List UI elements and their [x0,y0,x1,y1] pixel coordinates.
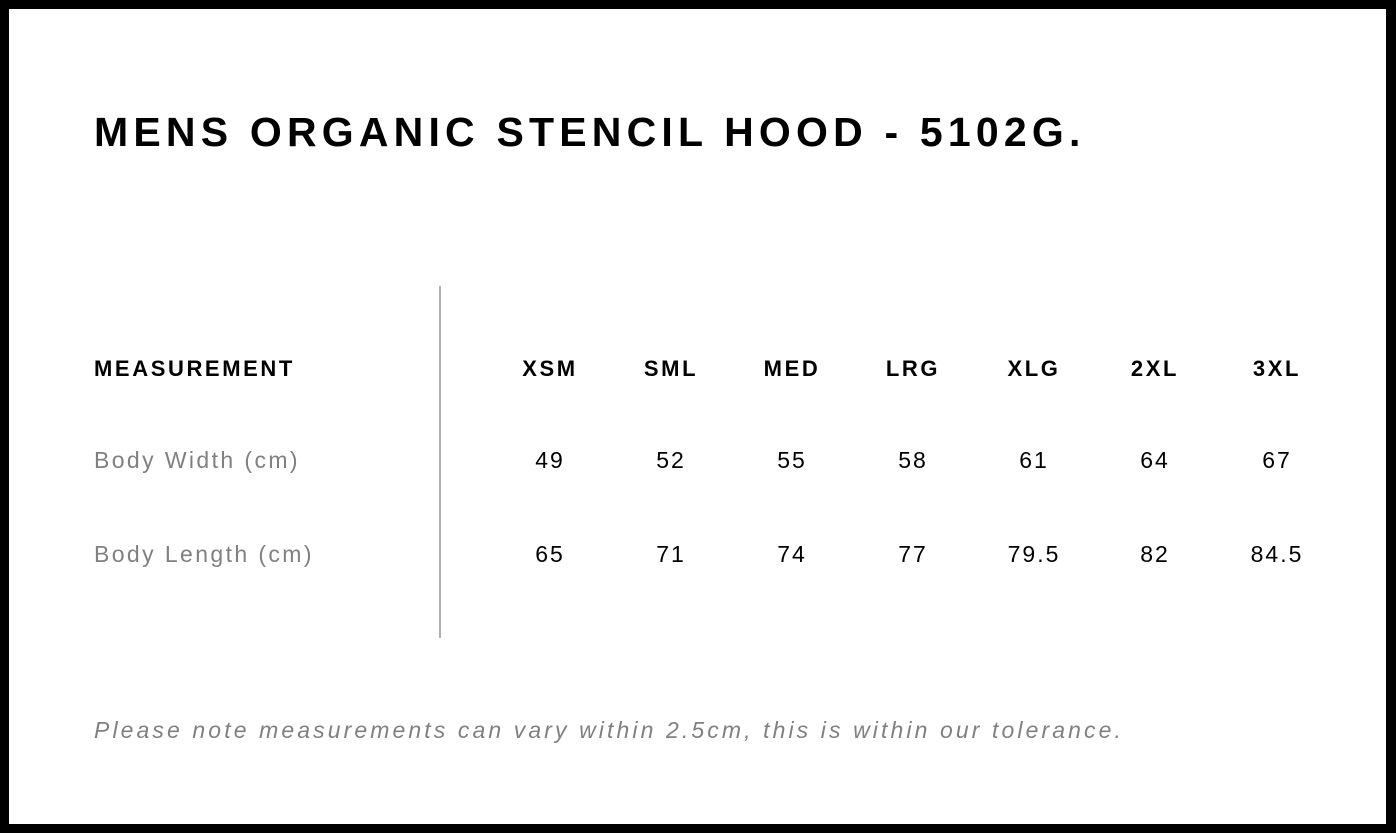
size-header-2xl: 2XL [1130,356,1180,381]
size-header-xsm: XSM [522,356,578,381]
size-header-lrg: LRG [885,356,941,381]
table-cell: 71 [656,541,686,567]
table-cell: 74 [777,541,807,567]
column-divider [439,286,441,638]
measurement-header: MEASUREMENT [94,356,295,381]
table-cell: 77 [898,541,928,567]
size-header-3xl: 3XL [1252,356,1302,381]
size-header-sml: SML [643,356,699,381]
table-cell: 64 [1140,447,1170,473]
table-cell: 65 [535,541,565,567]
table-cell: 79.5 [1007,541,1061,567]
table-cell: 84.5 [1250,541,1304,567]
size-header-xlg: XLG [1007,356,1061,381]
size-chart-card: MENS ORGANIC STENCIL HOOD - 5102G. MEASU… [9,9,1386,824]
table-cell: 61 [1019,447,1049,473]
table-cell: 67 [1262,447,1292,473]
table-cell: 82 [1140,541,1170,567]
row-label: Body Length (cm) [94,541,314,567]
tolerance-note: Please note measurements can vary within… [94,717,1125,743]
table-cell: 52 [656,447,686,473]
table-cell: 58 [898,447,928,473]
page-title: MENS ORGANIC STENCIL HOOD - 5102G. [94,109,1086,155]
row-label: Body Width (cm) [94,447,300,473]
table-cell: 55 [777,447,807,473]
table-cell: 49 [535,447,565,473]
size-header-med: MED [763,356,821,381]
